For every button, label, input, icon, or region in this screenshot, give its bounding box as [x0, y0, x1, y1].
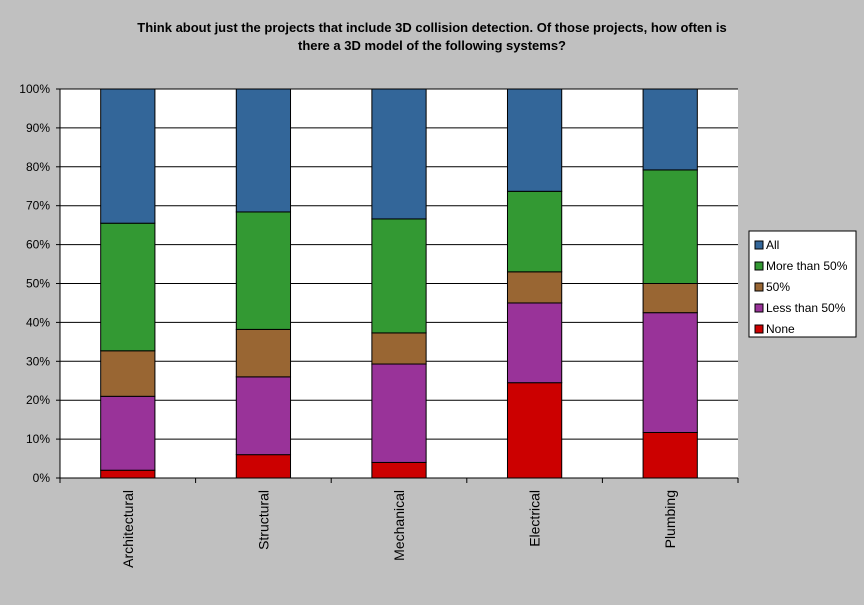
- bar-segment: [371, 88, 427, 220]
- legend-swatch: [754, 261, 764, 271]
- bar-segment: [100, 395, 156, 471]
- bar-segment: [642, 169, 698, 284]
- chart-title-line-2: there a 3D model of the following system…: [298, 38, 566, 53]
- y-axis-tick-labels: 0% 10% 20% 30% 40% 50% 60% 70% 80% 90% 100%: [19, 82, 50, 485]
- legend-swatch: [754, 324, 764, 334]
- y-tick-label: 100%: [19, 82, 50, 96]
- x-axis-tick-labels: Architectural Structural Mechanical Electri…: [120, 490, 678, 568]
- bar-segment: [506, 88, 563, 192]
- bar-segment: [100, 469, 156, 479]
- chart-title: Think about just the projects that inclu…: [137, 20, 726, 53]
- x-tick-label: Structural: [255, 490, 271, 550]
- bar-segment: [371, 332, 427, 365]
- bar-segment: [100, 350, 156, 397]
- legend: All More than 50% 50% Less than 50% None: [748, 230, 857, 338]
- bar-segment: [235, 454, 292, 479]
- chart-title-line-1: Think about just the projects that inclu…: [137, 20, 726, 35]
- legend-label: None: [766, 322, 795, 336]
- y-tick-label: 40%: [26, 315, 50, 329]
- bar-stacks: [100, 88, 698, 479]
- bar-segment: [642, 312, 698, 433]
- bar-segment: [642, 283, 698, 314]
- y-tick-label: 30%: [26, 354, 50, 368]
- y-tick-label: 20%: [26, 393, 50, 407]
- legend-label: 50%: [766, 280, 790, 294]
- legend-label: Less than 50%: [766, 301, 846, 315]
- y-tick-label: 0%: [33, 471, 51, 485]
- y-tick-label: 80%: [26, 160, 50, 174]
- bar-segment: [506, 190, 563, 273]
- y-tick-label: 90%: [26, 121, 50, 135]
- bar-segment: [506, 271, 563, 304]
- bar-segment: [100, 88, 156, 224]
- bar-segment: [371, 363, 427, 463]
- bar-segment: [642, 88, 698, 171]
- x-tick-label: Plumbing: [662, 490, 678, 548]
- x-tick-label: Mechanical: [391, 490, 407, 561]
- bar-segment: [506, 302, 563, 384]
- legend-swatch: [754, 282, 764, 292]
- legend-label: All: [766, 238, 779, 252]
- x-tick-label: Architectural: [120, 490, 136, 568]
- bar-segment: [235, 211, 292, 330]
- legend-box: [748, 230, 857, 338]
- y-tick-label: 60%: [26, 238, 50, 252]
- y-tick-label: 10%: [26, 432, 50, 446]
- x-tick-label: Electrical: [527, 490, 543, 547]
- bar-segment: [235, 328, 292, 378]
- bar-segment: [371, 461, 427, 479]
- bar-segment: [235, 88, 292, 213]
- axes: [56, 88, 739, 483]
- legend-label: More than 50%: [766, 259, 848, 273]
- bar-segment: [100, 222, 156, 352]
- legend-swatch: [754, 240, 764, 250]
- bar-segment: [371, 218, 427, 334]
- legend-swatch: [754, 303, 764, 313]
- bar-segment: [506, 382, 563, 479]
- bar-segment: [235, 376, 292, 456]
- y-tick-label: 70%: [26, 199, 50, 213]
- y-tick-label: 50%: [26, 277, 50, 291]
- bar-segment: [642, 431, 698, 479]
